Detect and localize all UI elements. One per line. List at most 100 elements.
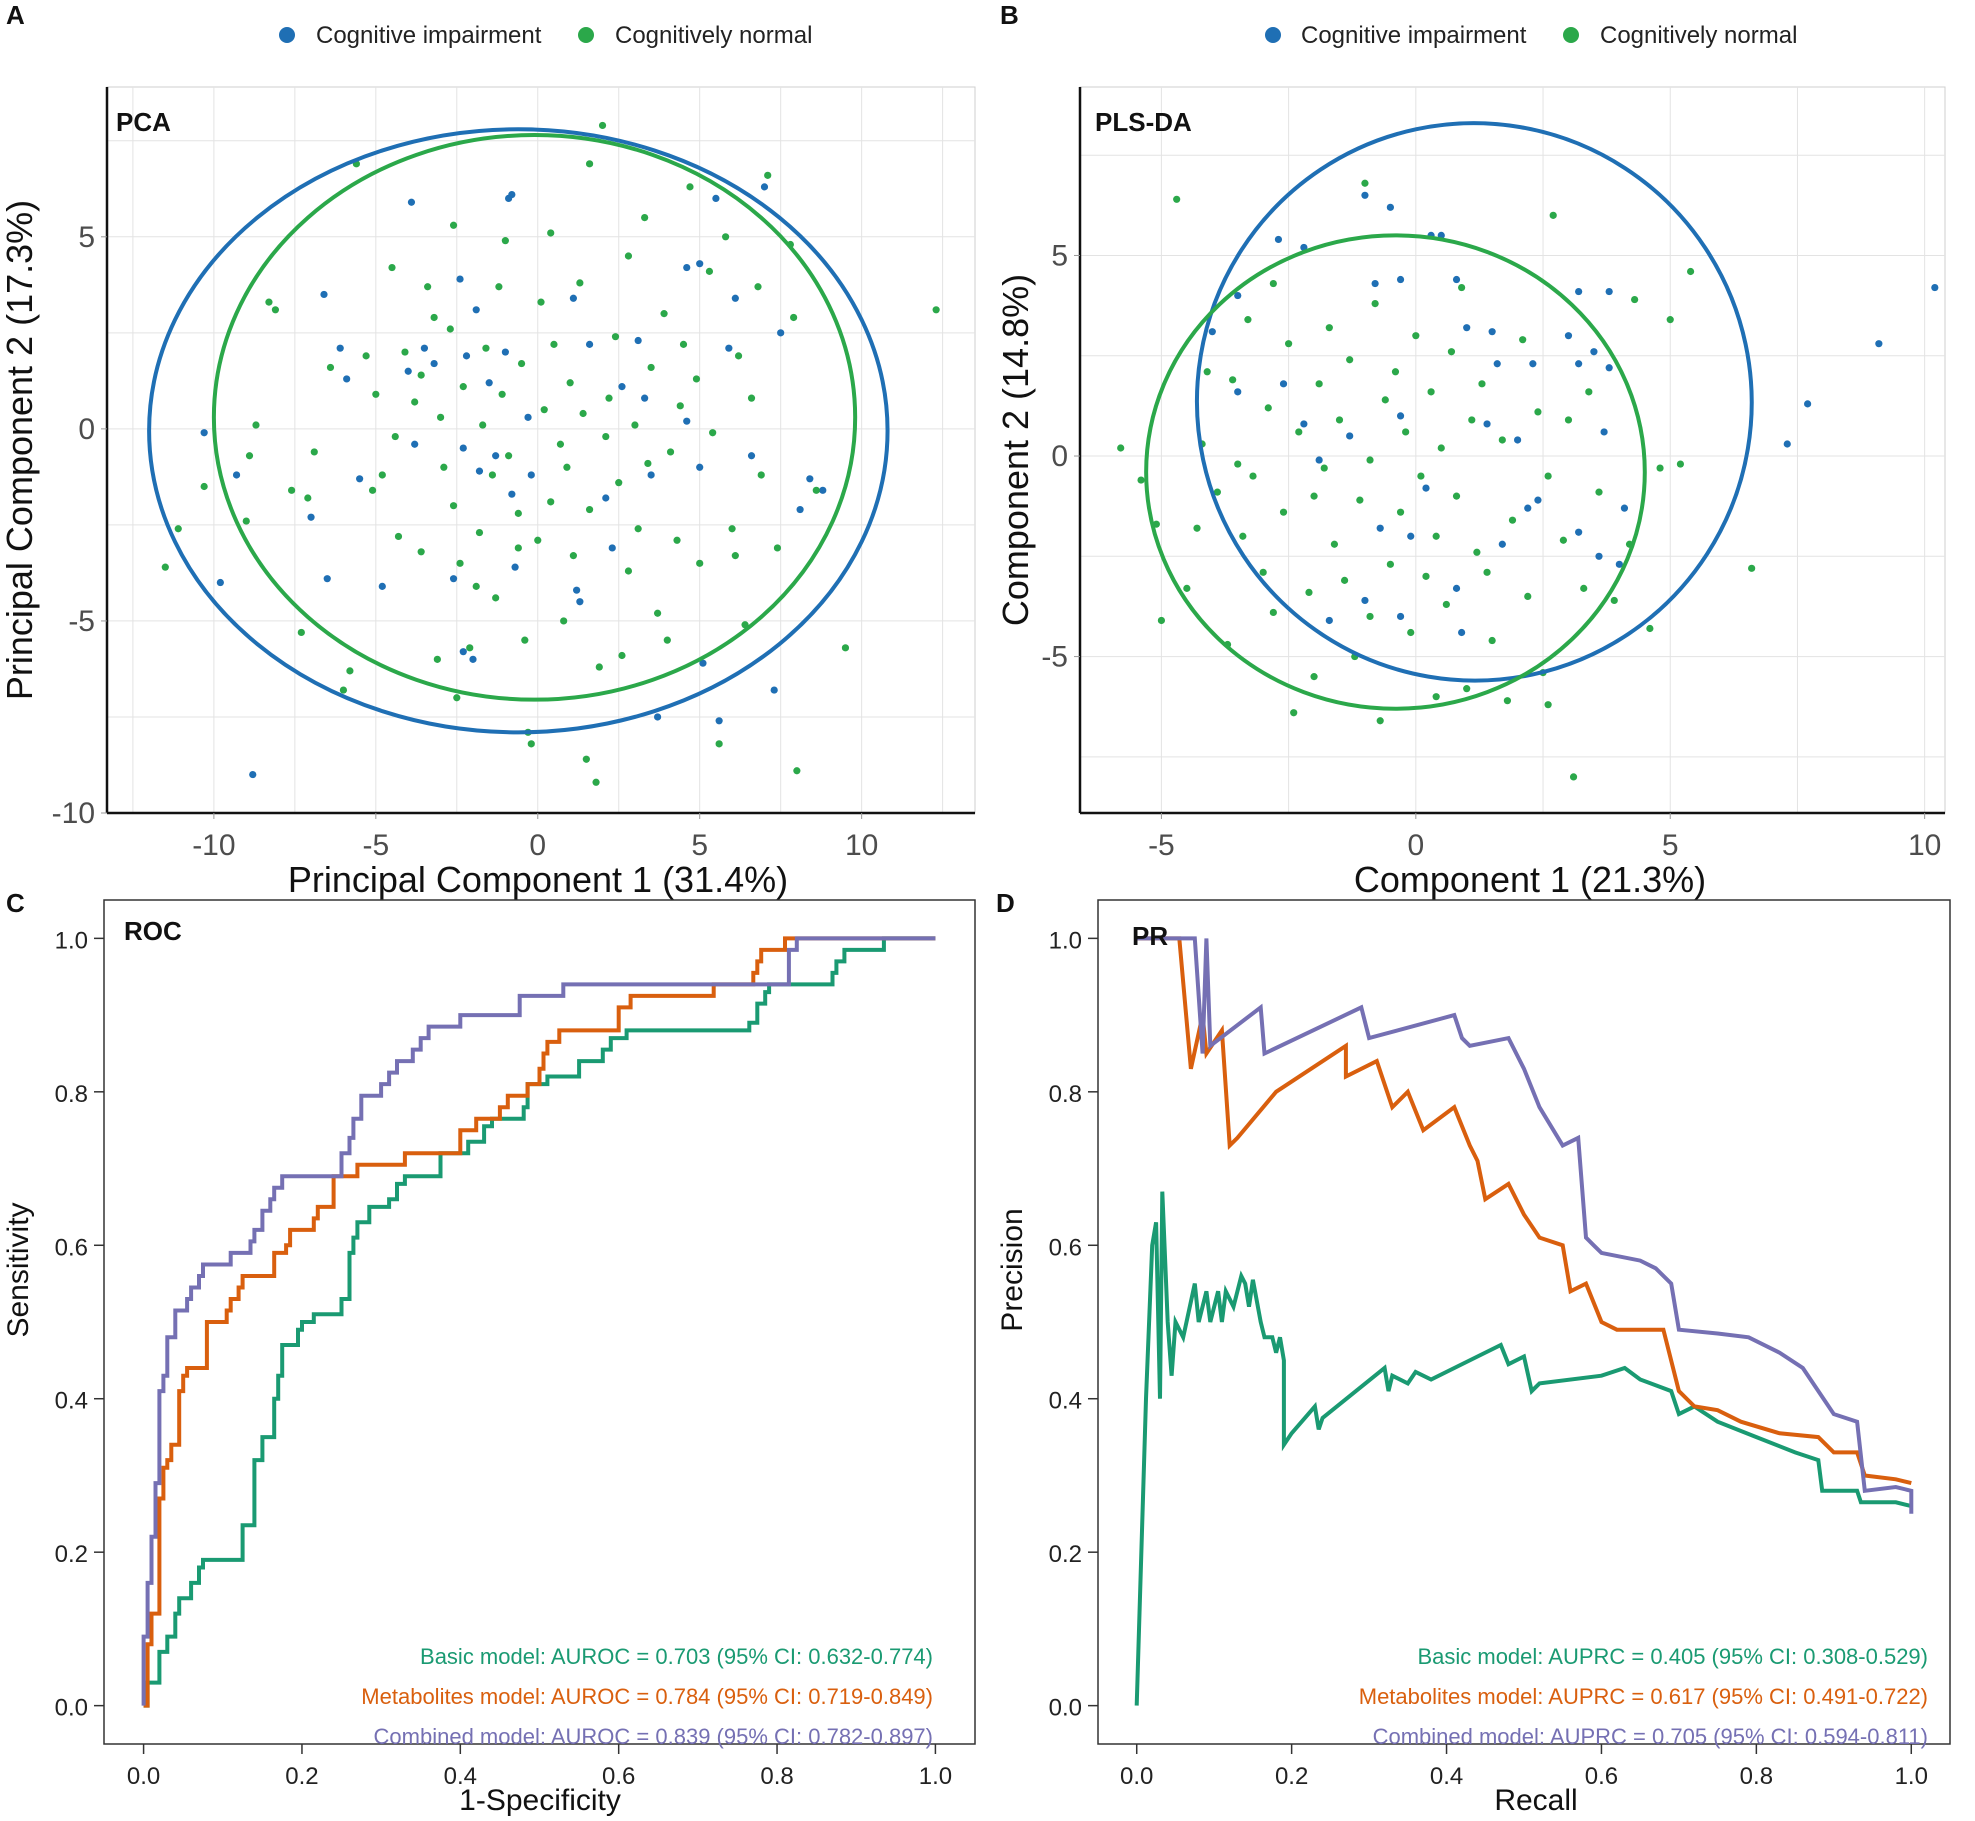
annotation-d-combined: Combined model: AUPRC = 0.705 (95% CI: 0… bbox=[1373, 1724, 1928, 1749]
data-point-normal bbox=[709, 429, 717, 437]
data-point-normal bbox=[679, 340, 688, 348]
data-point-impairment bbox=[1452, 275, 1461, 284]
data-point-normal bbox=[1325, 324, 1333, 332]
curve-basic bbox=[143, 936, 936, 1708]
data-point-impairment bbox=[1325, 616, 1333, 625]
data-point-normal bbox=[401, 348, 409, 356]
data-point-normal bbox=[271, 306, 280, 314]
data-point-normal bbox=[1508, 516, 1517, 524]
data-point-impairment bbox=[307, 513, 315, 521]
data-point-normal bbox=[1544, 472, 1552, 480]
data-point-impairment bbox=[796, 505, 804, 514]
data-point-impairment bbox=[485, 379, 493, 387]
panel-letter-b: B bbox=[1000, 0, 1019, 30]
data-point-impairment bbox=[1534, 496, 1542, 504]
data-point-impairment bbox=[459, 648, 467, 656]
data-point-normal bbox=[624, 567, 633, 575]
data-point-normal bbox=[252, 421, 260, 429]
data-point-normal bbox=[297, 628, 305, 637]
data-point-impairment bbox=[1422, 484, 1430, 492]
legend-b-normal-marker bbox=[1563, 27, 1579, 43]
x-tick-label-b: 5 bbox=[1662, 829, 1679, 862]
data-point-normal bbox=[595, 663, 603, 671]
data-point-normal bbox=[1432, 532, 1440, 540]
data-point-impairment bbox=[696, 260, 704, 268]
data-point-impairment bbox=[475, 467, 484, 475]
data-point-normal bbox=[1117, 444, 1125, 452]
data-point-impairment bbox=[1804, 400, 1812, 408]
confidence-ellipse-impairment bbox=[147, 127, 890, 735]
data-point-normal bbox=[540, 406, 548, 414]
data-point-impairment bbox=[1361, 191, 1369, 199]
y-tick-label-b: 5 bbox=[1051, 239, 1068, 272]
data-point-impairment bbox=[1564, 332, 1573, 340]
data-point-normal bbox=[1310, 673, 1318, 681]
legend-a-normal-marker bbox=[578, 27, 594, 43]
data-point-impairment bbox=[462, 352, 471, 360]
data-point-normal bbox=[1468, 416, 1476, 424]
data-point-normal bbox=[1346, 356, 1354, 364]
data-point-normal bbox=[456, 559, 464, 567]
data-point-impairment bbox=[343, 375, 351, 383]
data-point-impairment bbox=[1407, 532, 1415, 540]
y-axis-title-a: Principal Component 2 (17.3%) bbox=[0, 200, 40, 700]
data-point-impairment bbox=[1875, 340, 1883, 348]
data-point-normal bbox=[602, 432, 610, 441]
data-point-normal bbox=[1229, 376, 1237, 384]
data-point-impairment bbox=[1488, 328, 1496, 336]
data-point-normal bbox=[550, 340, 558, 348]
data-point-normal bbox=[288, 486, 296, 494]
x-tick-label-d: 0.4 bbox=[1430, 1763, 1463, 1790]
data-point-normal bbox=[1564, 416, 1573, 424]
y-tick-label-a: 0 bbox=[78, 413, 95, 446]
data-point-normal bbox=[1686, 267, 1695, 276]
x-tick-label-d: 0.6 bbox=[1585, 1763, 1618, 1790]
data-point-normal bbox=[728, 525, 736, 533]
data-point-normal bbox=[1269, 608, 1277, 617]
panel-c: C 0.0 0.2 0.4 0.6 0.8 1.0 0.0 0.2 0.4 0.6 0.8 1.0 R… bbox=[2, 888, 976, 1817]
data-point-impairment bbox=[1513, 436, 1522, 444]
data-point-normal bbox=[411, 398, 419, 406]
data-point-impairment bbox=[1274, 235, 1283, 244]
data-point-impairment bbox=[1575, 287, 1583, 296]
data-point-impairment bbox=[1931, 283, 1939, 292]
data-point-normal bbox=[1157, 616, 1166, 625]
data-point-impairment bbox=[1605, 364, 1613, 372]
data-point-impairment bbox=[1590, 348, 1598, 356]
data-point-impairment bbox=[1300, 420, 1308, 428]
data-point-normal bbox=[1524, 592, 1532, 601]
data-point-normal bbox=[446, 325, 454, 333]
x-tick-label-d: 0.0 bbox=[1120, 1763, 1153, 1790]
data-point-impairment bbox=[618, 383, 626, 391]
x-tick-label-a: 5 bbox=[691, 829, 708, 862]
data-point-impairment bbox=[469, 655, 477, 663]
data-point-normal bbox=[326, 363, 335, 372]
data-point-normal bbox=[1463, 685, 1471, 693]
data-point-normal bbox=[932, 306, 940, 314]
data-point-normal bbox=[731, 552, 739, 560]
data-point-normal bbox=[1549, 211, 1557, 219]
data-point-impairment bbox=[527, 471, 535, 479]
data-point-impairment bbox=[508, 190, 516, 199]
data-point-normal bbox=[1285, 340, 1293, 348]
data-point-normal bbox=[488, 471, 497, 479]
data-point-normal bbox=[773, 544, 782, 552]
plot-frame-d bbox=[1097, 899, 1951, 1745]
data-point-normal bbox=[1183, 584, 1191, 592]
y-tick-label-b: 0 bbox=[1051, 440, 1068, 473]
panel-d: D 0.0 0.2 0.4 0.6 0.8 1.0 0.0 0.2 0.4 0.6 0.8 1.0 P… bbox=[996, 888, 1951, 1817]
data-point-normal bbox=[563, 463, 571, 471]
data-point-normal bbox=[1305, 588, 1313, 596]
data-point-normal bbox=[472, 582, 480, 590]
data-point-normal bbox=[582, 755, 590, 763]
data-point-normal bbox=[666, 448, 675, 456]
inner-title-pr: PR bbox=[1132, 921, 1168, 951]
x-axis-title-b: Component 1 (21.3%) bbox=[1354, 859, 1706, 900]
data-point-impairment bbox=[420, 344, 429, 352]
data-point-impairment bbox=[511, 563, 519, 571]
y-axis-title-b: Component 2 (14.8%) bbox=[995, 274, 1036, 626]
data-point-normal bbox=[492, 594, 500, 602]
panel-b: B Cognitive impairment Cognitively norma… bbox=[995, 0, 1946, 900]
data-point-normal bbox=[1534, 408, 1542, 416]
